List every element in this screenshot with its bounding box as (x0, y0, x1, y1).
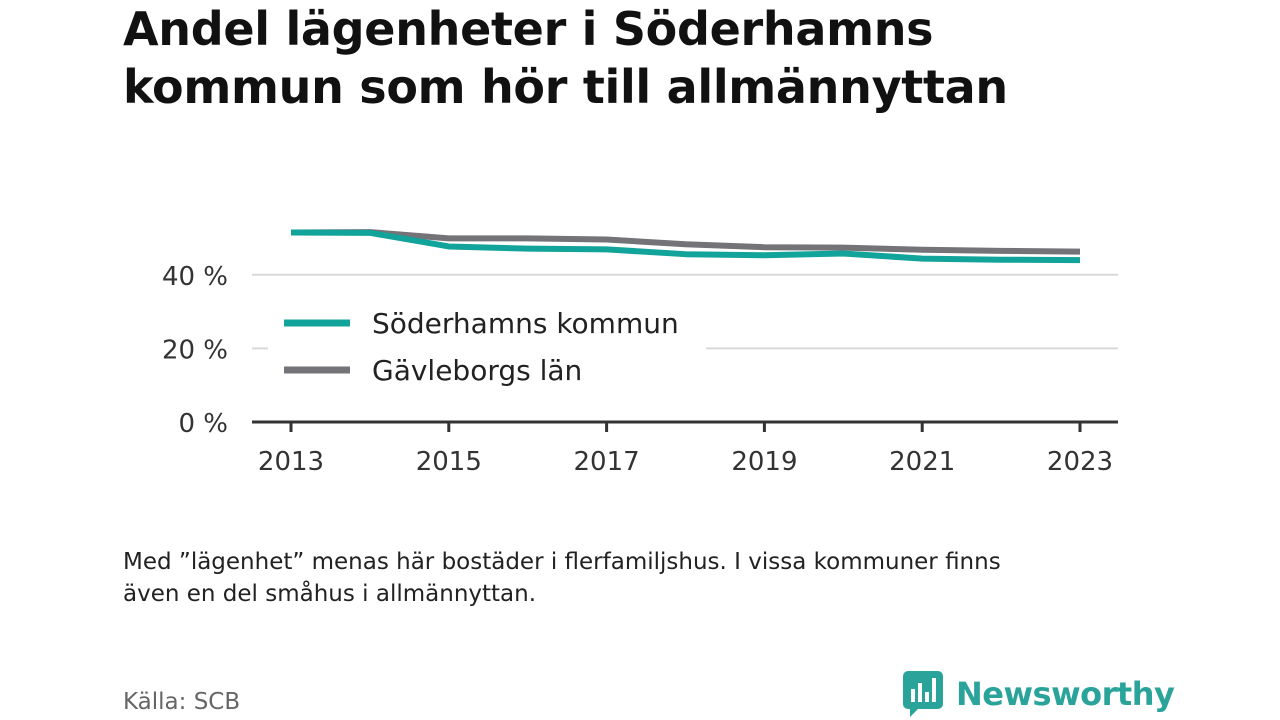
x-tick-label-2019: 2019 (731, 447, 797, 477)
x-tick-label-2017: 2017 (574, 447, 640, 477)
x-tick-label-2023: 2023 (1047, 447, 1113, 477)
newsworthy-logo-icon (903, 671, 943, 717)
legend-label-0: Söderhamns kommun (372, 307, 679, 340)
x-axis-tick-labels: 2013 2015 2017 2019 2021 2023 (258, 447, 1113, 477)
x-tick-label-2015: 2015 (416, 447, 482, 477)
y-axis-tick-labels: 0 % 20 % 40 % (162, 262, 228, 439)
y-tick-label-0: 0 % (178, 409, 228, 439)
legend: Söderhamns kommun Gävleborgs län (268, 296, 706, 394)
x-tick-label-2013: 2013 (258, 447, 324, 477)
legend-background (268, 296, 706, 394)
y-tick-label-20: 20 % (162, 335, 228, 365)
y-tick-label-40: 40 % (162, 262, 228, 292)
brand-name: Newsworthy (956, 675, 1175, 713)
chart-title: Andel lägenheter i Söderhamns kommun som… (123, 0, 1163, 116)
series-line-1 (290, 229, 1081, 255)
chart-title-line-2: kommun som hör till allmännyttan (123, 60, 1008, 114)
x-tick-label-2021: 2021 (889, 447, 955, 477)
source-label: Källa: SCB (123, 689, 241, 715)
chart-note: Med ”lägenhet” menas här bostäder i fler… (123, 546, 1143, 610)
chart-note-line-2: även en del småhus i allmännyttan. (123, 581, 537, 607)
brand-logo: Newsworthy (902, 668, 1175, 720)
series-lines (290, 229, 1081, 264)
x-axis (252, 420, 1118, 432)
line-chart: 0 % 20 % 40 % 2013 2015 2017 2019 2021 2023 Söd… (162, 229, 1118, 477)
chart-title-line-1: Andel lägenheter i Söderhamns (123, 2, 934, 56)
legend-label-1: Gävleborgs län (372, 354, 582, 387)
series-line-0 (290, 229, 1081, 264)
chart-note-line-1: Med ”lägenhet” menas här bostäder i fler… (123, 549, 1001, 575)
